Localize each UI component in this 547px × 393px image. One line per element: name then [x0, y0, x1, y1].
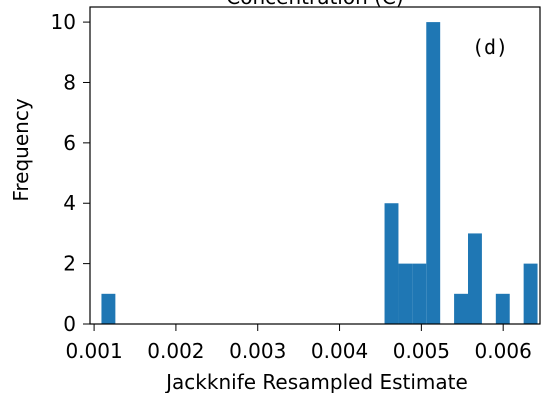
bars-group: [101, 22, 538, 324]
histogram-bar-0: [101, 293, 116, 324]
panel-label: (d): [472, 35, 508, 59]
x-axis-title: Jackknife Resampled Estimate: [164, 370, 468, 393]
x-tick-label-5: 0.006: [475, 339, 532, 363]
x-tick-label-3: 0.004: [311, 339, 368, 363]
y-tick-label-3: 6: [63, 131, 76, 155]
chart-title: Concentration (C): [226, 0, 403, 9]
plot-frame: [89, 6, 541, 325]
histogram-bar-2: [398, 263, 413, 324]
y-tick-label-2: 4: [63, 191, 76, 215]
y-tick-label-4: 8: [63, 70, 76, 94]
histogram-bar-6: [454, 293, 468, 324]
x-tick-label-0: 0.001: [65, 339, 122, 363]
x-tick-label-2: 0.003: [229, 339, 286, 363]
x-axis-ticks: 0.001 0.002 0.003 0.004 0.005 0.006: [65, 324, 532, 363]
y-tick-label-1: 2: [63, 252, 76, 276]
histogram-bar-7: [468, 233, 482, 324]
histogram-bar-9: [495, 293, 510, 324]
histogram-bar-3: [412, 263, 427, 324]
histogram-bar-1: [384, 203, 399, 324]
x-tick-label-4: 0.005: [393, 339, 450, 363]
y-axis-title: Frequency: [9, 98, 33, 201]
plot-area: 0.001 0.002 0.003 0.004 0.005 0.006 0 2 4 6 8 10: [51, 6, 541, 363]
y-tick-label-5: 10: [51, 10, 76, 34]
histogram-bar-4: [426, 22, 441, 324]
y-axis-ticks: 0 2 4 6 8 10: [51, 10, 90, 336]
x-tick-label-1: 0.002: [147, 339, 204, 363]
histogram-bar-11: [523, 263, 538, 324]
y-tick-label-0: 0: [63, 312, 76, 336]
